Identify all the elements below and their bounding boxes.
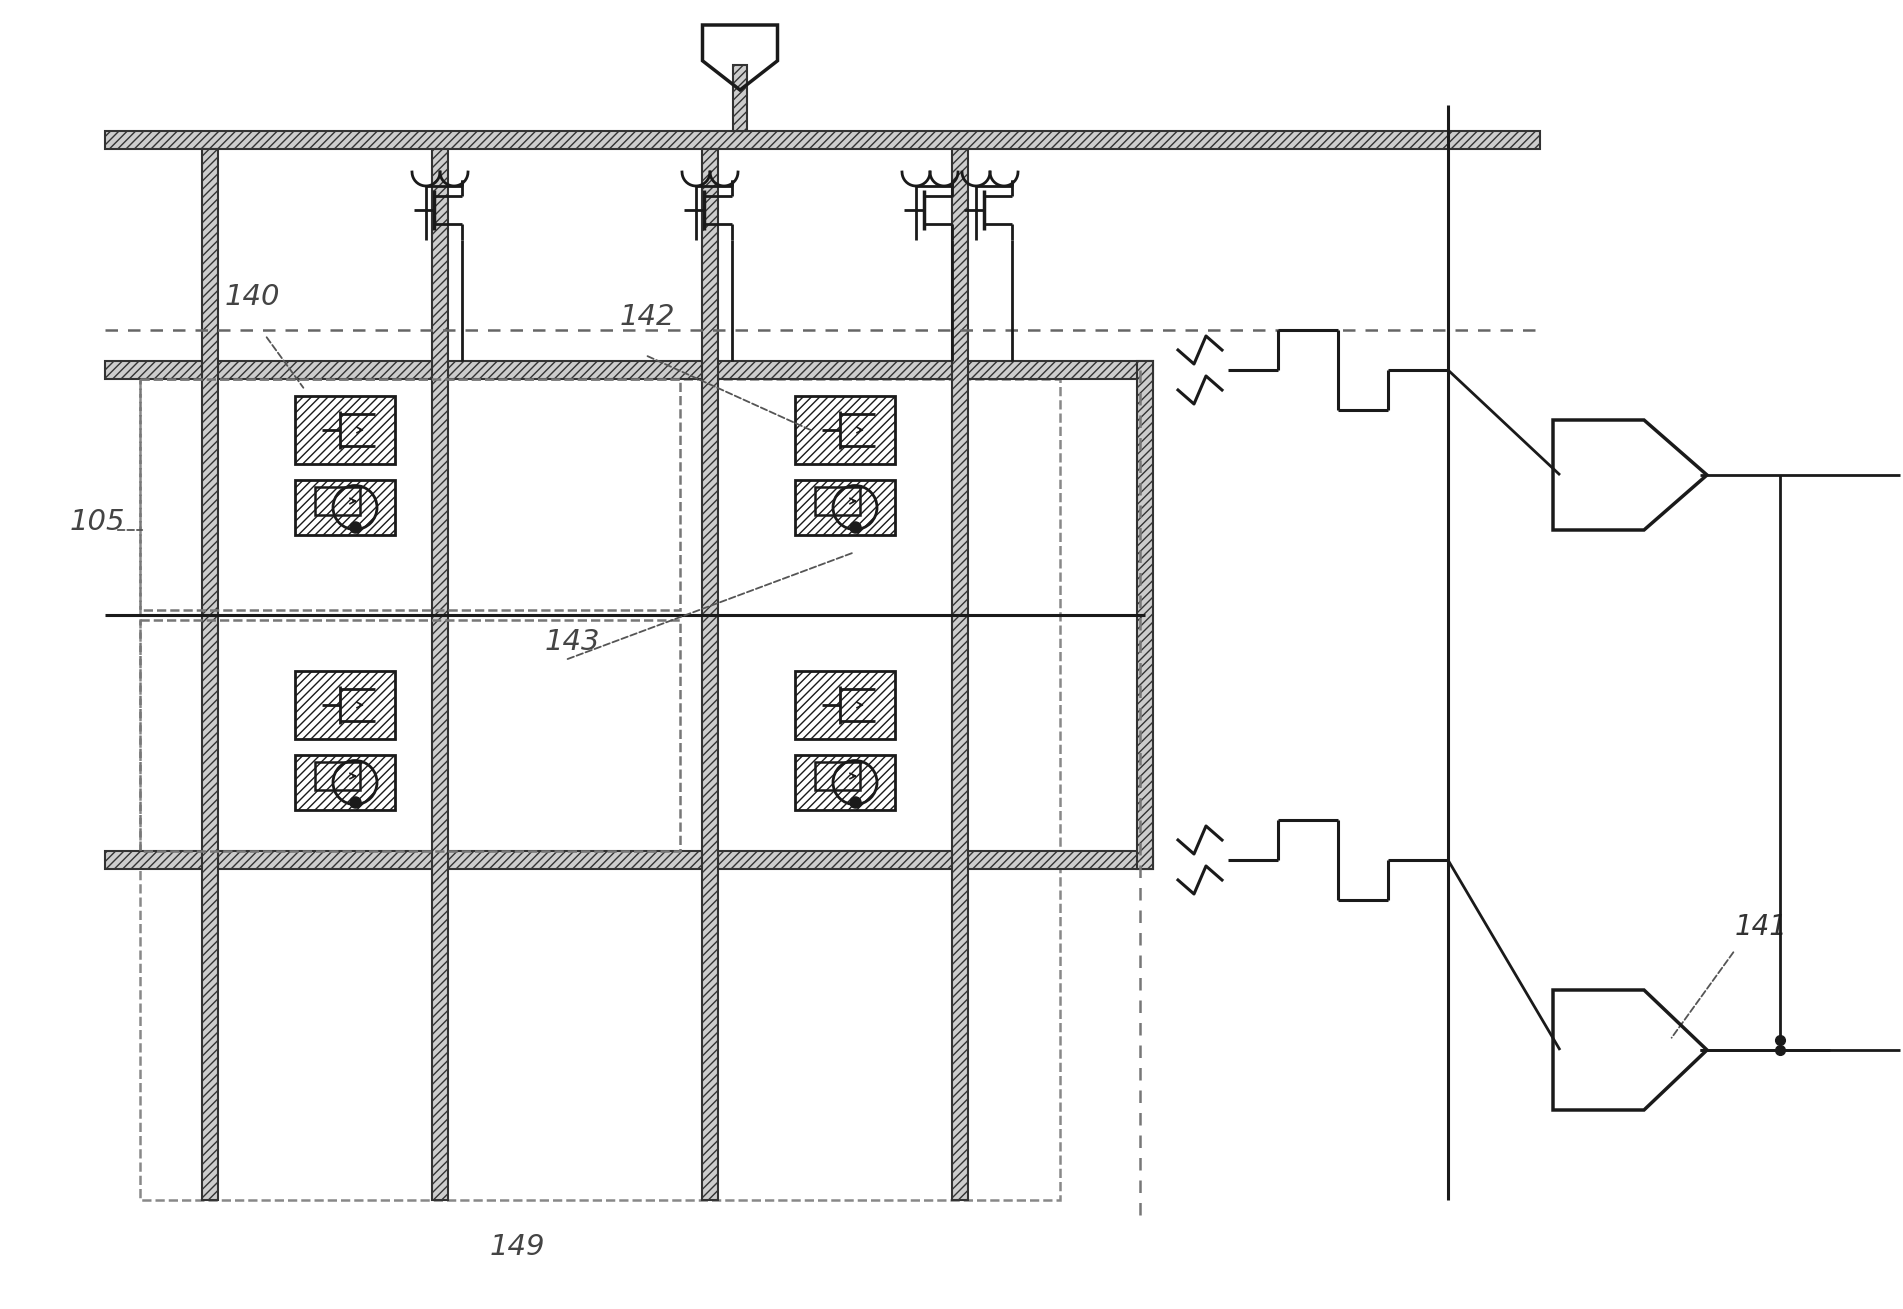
Bar [105, 851, 1153, 869]
Bar [702, 149, 717, 1200]
Text: 105: 105 [70, 508, 126, 535]
Bar [295, 480, 396, 535]
Text: 140: 140 [225, 283, 280, 312]
Bar [814, 487, 860, 514]
Text: 142: 142 [620, 302, 676, 331]
Bar [1136, 361, 1153, 869]
Text: 143: 143 [544, 628, 601, 656]
Text: 141: 141 [1736, 912, 1789, 941]
Bar [952, 149, 969, 1200]
Bar [733, 65, 748, 131]
Bar [316, 487, 360, 514]
Bar [105, 361, 1153, 380]
Bar [105, 131, 1540, 149]
Bar [295, 755, 396, 810]
Bar [795, 397, 894, 463]
Bar [141, 380, 1060, 1200]
Bar [316, 762, 360, 791]
Bar [141, 380, 679, 610]
Text: 149: 149 [489, 1233, 546, 1261]
Bar [432, 149, 447, 1200]
Bar [295, 397, 396, 463]
Bar [795, 672, 894, 740]
Bar [295, 672, 396, 740]
Bar [795, 480, 894, 535]
Bar [141, 620, 679, 851]
Bar [814, 762, 860, 791]
Bar [795, 755, 894, 810]
Bar [202, 149, 219, 1200]
